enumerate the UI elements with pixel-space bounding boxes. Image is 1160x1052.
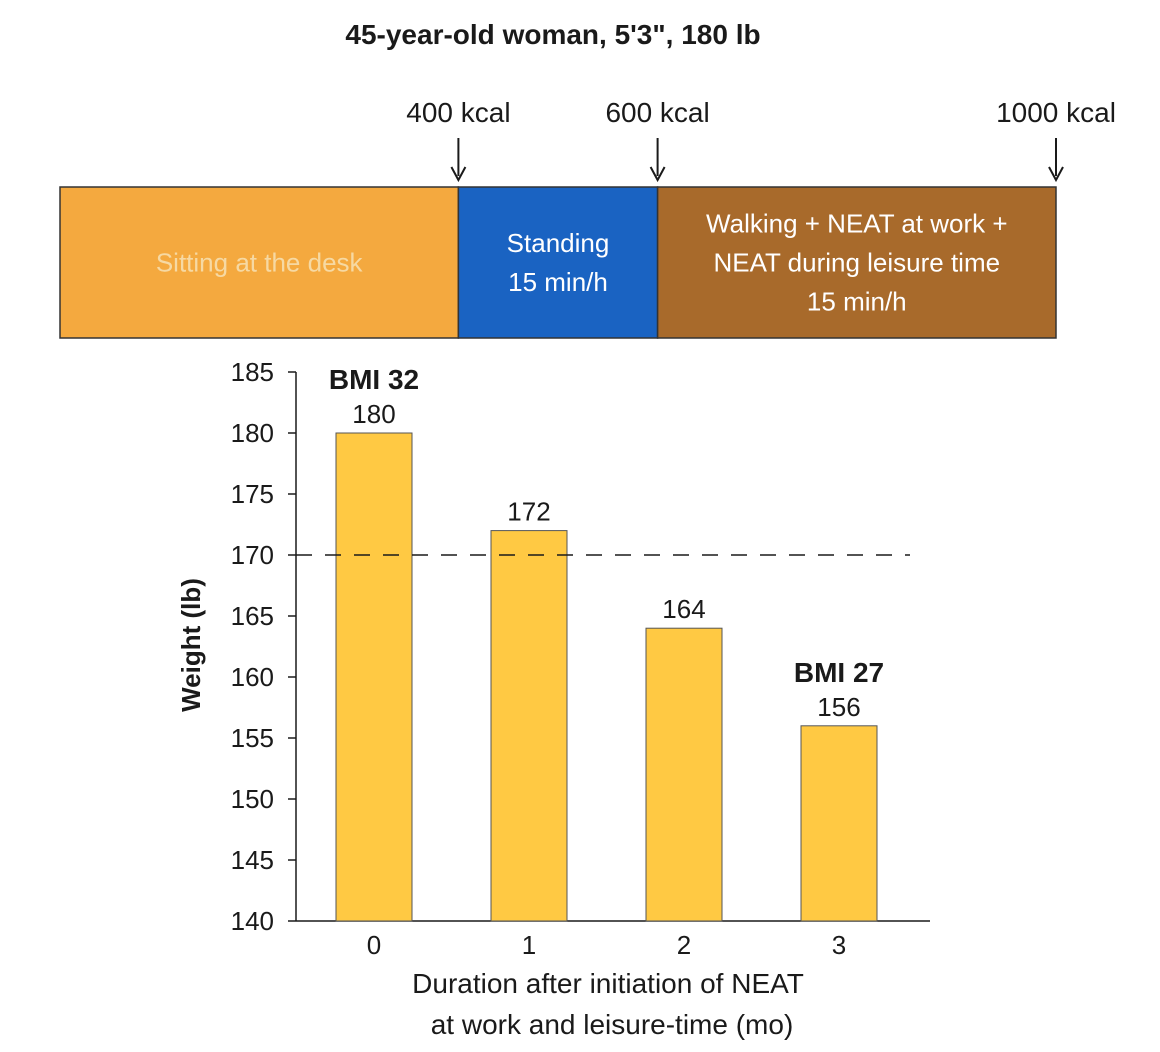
plot-area: 140 145 150 155 160 165 170 175 180 185 180 0 172 1 16…	[231, 357, 930, 960]
kcal-marker-arrow-head	[450, 166, 467, 183]
x-tick-label: 2	[677, 930, 691, 960]
y-tick-label: 185	[231, 357, 274, 387]
bmi-annotation: BMI 32	[329, 364, 419, 395]
timeline-segment-1	[457, 186, 659, 339]
bmi-annotation: BMI 27	[794, 657, 884, 688]
x-tick-label: 0	[367, 930, 381, 960]
kcal-marker-label: 1000 kcal	[996, 97, 1116, 128]
x-tick-label: 1	[522, 930, 536, 960]
y-tick-label: 180	[231, 418, 274, 448]
bar-3	[800, 725, 878, 922]
bar-value-label: 156	[817, 692, 860, 722]
x-axis-label-line-1: Duration after initiation of NEAT	[412, 968, 804, 999]
y-tick-label: 155	[231, 723, 274, 753]
y-tick-label: 165	[231, 601, 274, 631]
bar-value-label: 172	[507, 497, 550, 527]
y-tick-label: 175	[231, 479, 274, 509]
kcal-timeline: Sitting at the desk Standing 15 min/h Walki…	[59, 97, 1116, 339]
chart-title: 45-year-old woman, 5'3", 180 lb	[345, 19, 760, 50]
kcal-marker-arrow-head	[1048, 166, 1064, 183]
bar-value-label: 164	[662, 594, 705, 624]
y-tick-label: 170	[231, 540, 274, 570]
bar-value-label: 180	[352, 399, 395, 429]
kcal-marker-arrow-head	[649, 166, 666, 183]
timeline-segment-2	[656, 186, 1057, 339]
bar-0	[335, 432, 413, 922]
timeline-segment-label: 15 min/h	[807, 287, 907, 317]
timeline-segment-0	[59, 186, 460, 339]
bar-2	[645, 627, 723, 922]
timeline-segment-label: Walking + NEAT at work +	[706, 209, 1008, 239]
y-tick-label: 160	[231, 662, 274, 692]
y-tick-label: 150	[231, 784, 274, 814]
y-tick-label: 145	[231, 845, 274, 875]
x-axis-label-line-2: at work and leisure-time (mo)	[431, 1009, 794, 1040]
timeline-segment-label: NEAT during leisure time	[713, 248, 1000, 278]
timeline-segment-label: Sitting at the desk	[156, 248, 364, 278]
y-axis-label: Weight (lb)	[176, 578, 206, 712]
timeline-segment-label: Standing	[507, 228, 610, 258]
x-tick-label: 3	[832, 930, 846, 960]
timeline-segment-label: 15 min/h	[508, 267, 608, 297]
kcal-marker-label: 600 kcal	[605, 97, 709, 128]
y-tick-label: 140	[231, 906, 274, 936]
kcal-marker-label: 400 kcal	[406, 97, 510, 128]
bar-1	[490, 530, 568, 922]
